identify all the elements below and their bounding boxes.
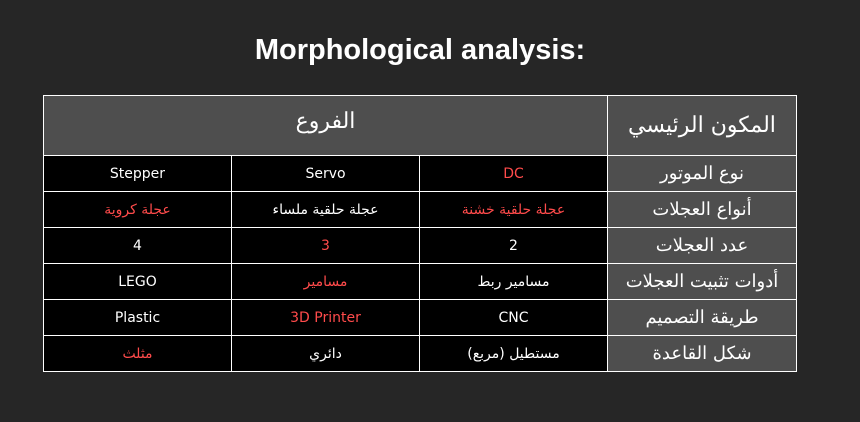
branches-header: الفروع <box>43 95 608 156</box>
table-row: LEGO مسامير مسامير ربط أدوات تثبيت العجل… <box>43 263 797 300</box>
table-row: Plastic 3D Printer CNC طريقة التصميم <box>43 299 797 336</box>
table-header-row: الفروع المكون الرئيسي <box>43 95 797 156</box>
component-label: أدوات تثبيت العجلات <box>607 263 797 300</box>
option-cell: CNC <box>419 299 608 336</box>
option-cell-selected: مسامير <box>231 263 420 300</box>
component-label: أنواع العجلات <box>607 191 797 228</box>
table-row: عجلة كروية عجلة حلقية ملساء عجلة حلقية خ… <box>43 191 797 228</box>
main-component-header: المكون الرئيسي <box>607 95 797 156</box>
option-cell: 2 <box>419 227 608 264</box>
component-label: شكل القاعدة <box>607 335 797 372</box>
option-cell: مسامير ربط <box>419 263 608 300</box>
option-cell-selected: عجلة كروية <box>43 191 232 228</box>
option-cell: LEGO <box>43 263 232 300</box>
table-row: مثلث دائري مستطيل (مربع) شكل القاعدة <box>43 335 797 372</box>
component-label: نوع الموتور <box>607 155 797 192</box>
component-label: طريقة التصميم <box>607 299 797 336</box>
option-cell: 4 <box>43 227 232 264</box>
option-cell-selected: عجلة حلقية خشنة <box>419 191 608 228</box>
option-cell: Servo <box>231 155 420 192</box>
option-cell: مستطيل (مربع) <box>419 335 608 372</box>
option-cell: دائري <box>231 335 420 372</box>
option-cell: Stepper <box>43 155 232 192</box>
option-cell-selected: مثلث <box>43 335 232 372</box>
option-cell: عجلة حلقية ملساء <box>231 191 420 228</box>
option-cell-selected: DC <box>419 155 608 192</box>
table-row: Stepper Servo DC نوع الموتور <box>43 155 797 192</box>
option-cell-selected: 3 <box>231 227 420 264</box>
morphological-table: الفروع المكون الرئيسي Stepper Servo DC ن… <box>43 95 797 372</box>
option-cell: Plastic <box>43 299 232 336</box>
page-title: Morphological analysis: <box>254 34 586 66</box>
table-row: 4 3 2 عدد العجلات <box>43 227 797 264</box>
option-cell-selected: 3D Printer <box>231 299 420 336</box>
component-label: عدد العجلات <box>607 227 797 264</box>
